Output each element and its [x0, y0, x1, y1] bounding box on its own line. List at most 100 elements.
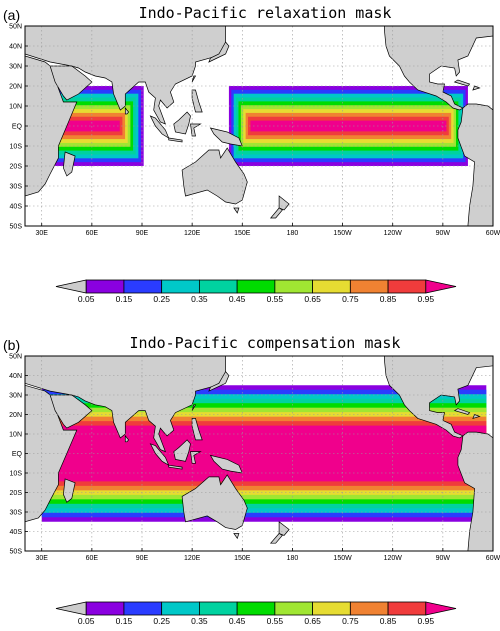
coastline: [190, 123, 202, 137]
coastline: [278, 195, 290, 211]
y-tick-label: 50S: [10, 549, 23, 556]
coastline: [49, 394, 93, 429]
x-tick-label: 60W: [486, 230, 500, 237]
x-tick-label: 90E: [136, 555, 149, 562]
coastline: [173, 111, 191, 135]
x-tick-label: 150W: [333, 555, 352, 562]
colorbar-a: 0.05 0.15 0.25 0.35 0.45 0.55 0.65 0.75 0.85 0.95: [55, 279, 457, 304]
coastline: [233, 533, 240, 540]
coastline: [168, 137, 183, 143]
coastline: [181, 474, 248, 530]
colorbar-tick-label: 0.55: [267, 616, 284, 626]
colorbar-tick-label: 0.35: [191, 294, 208, 304]
panel-b-label: (b): [3, 337, 20, 353]
y-tick-label: 40N: [9, 44, 22, 51]
coastline: [209, 127, 243, 147]
colorbar-box: [123, 601, 163, 616]
x-tick-label: 60E: [86, 555, 99, 562]
colorbar-box: [387, 601, 427, 616]
y-tick-label: 30S: [10, 184, 23, 191]
colorbar-tick-label: 0.05: [78, 616, 95, 626]
colorbar-tick-label: 0.85: [380, 294, 397, 304]
coastline: [453, 408, 471, 415]
colorbar-tick-label: 0.65: [304, 616, 321, 626]
coastline: [168, 464, 183, 470]
coastline: [472, 414, 481, 419]
panel-a-title: Indo-Pacific relaxation mask: [139, 4, 392, 22]
colorbar-box: [312, 279, 351, 294]
x-tick-label: 90W: [436, 555, 451, 562]
y-tick-label: 30N: [9, 393, 22, 400]
coastline: [269, 533, 283, 544]
y-tick-label: 20N: [9, 412, 22, 419]
x-tick-label: 180: [287, 230, 299, 237]
panel-a-label: (a): [3, 7, 20, 23]
colorbar-tick-label: 0.75: [342, 294, 359, 304]
colorbar-end-high: [425, 279, 457, 294]
colorbar-tick-label: 0.65: [304, 294, 321, 304]
colorbar-box: [349, 601, 389, 616]
coastline: [49, 65, 93, 101]
x-tick-label: 150W: [333, 230, 352, 237]
colorbar-tick-label: 0.85: [380, 616, 397, 626]
colorbar-box: [236, 601, 276, 616]
coastline: [63, 478, 76, 503]
x-tick-label: 120E: [184, 230, 201, 237]
colorbar-box: [161, 601, 200, 616]
coastline: [124, 434, 130, 443]
y-tick-label: 10S: [10, 471, 23, 478]
coastline: [384, 356, 493, 439]
y-tick-label: 20S: [10, 490, 23, 497]
x-tick-label: 30E: [35, 555, 48, 562]
y-tick-label: 40N: [9, 373, 22, 380]
colorbar-tick-label: 0.95: [418, 616, 435, 626]
colorbar-end-low: [55, 601, 87, 616]
colorbar-box: [312, 601, 351, 616]
colorbar-tick-label: 0.45: [229, 616, 246, 626]
x-tick-label: 150E: [234, 230, 251, 237]
y-tick-label: 10S: [10, 144, 23, 151]
y-tick-label: EQ: [12, 451, 23, 458]
x-tick-label: 180: [287, 555, 299, 562]
coastline: [25, 26, 226, 125]
colorbar-box: [85, 601, 125, 616]
mask-band: [250, 120, 447, 132]
x-tick-label: 150E: [234, 555, 251, 562]
colorbar-box: [349, 279, 389, 294]
colorbar-tick-label: 0.15: [116, 294, 133, 304]
y-tick-label: 50N: [9, 354, 22, 361]
colorbar-tick-label: 0.15: [116, 616, 133, 626]
y-tick-label: 50S: [10, 224, 23, 231]
colorbar-tick-label: 0.05: [78, 294, 95, 304]
x-tick-label: 60E: [86, 230, 99, 237]
x-tick-label: 60W: [486, 555, 500, 562]
panel-b-title: Indo-Pacific compensation mask: [130, 334, 401, 352]
colorbar-box: [123, 279, 163, 294]
y-tick-label: 30S: [10, 510, 23, 517]
axes-b: 50N 40N 30N 20N 10N EQ 10S 20S 30S 40S 50S 30E 60E 90…: [9, 354, 500, 563]
y-tick-label: 20N: [9, 84, 22, 91]
coastline: [384, 26, 493, 111]
axes-a: 50N 40N 30N 20N 10N EQ 10S 20S 30S 40S 50S 30E 60E 90…: [9, 24, 500, 238]
y-tick-label: 20S: [10, 164, 23, 171]
y-tick-label: 40S: [10, 204, 23, 211]
coastline: [191, 404, 197, 411]
colorbar-tick-label: 0.25: [153, 616, 170, 626]
x-tick-label: 120E: [184, 555, 201, 562]
map-a: [24, 25, 494, 227]
colorbar-tick-label: 0.95: [418, 294, 435, 304]
colorbar-box: [274, 279, 314, 294]
colorbar-tick-label: 0.25: [153, 294, 170, 304]
colorbar-b: 0.05 0.15 0.25 0.35 0.45 0.55 0.65 0.75 0.85 0.95: [55, 601, 457, 626]
coastline: [472, 85, 481, 91]
coastline: [124, 107, 130, 115]
x-tick-label: 90W: [436, 230, 451, 237]
panel-a: (a) Indo-Pacific relaxation mask 50N 40N 3…: [3, 4, 500, 304]
coastline: [208, 370, 230, 392]
coastline: [209, 454, 243, 474]
colorbar-end-high: [425, 601, 457, 616]
y-tick-label: 40S: [10, 529, 23, 536]
coastline: [278, 521, 290, 536]
colorbar-tick-label: 0.55: [267, 294, 284, 304]
